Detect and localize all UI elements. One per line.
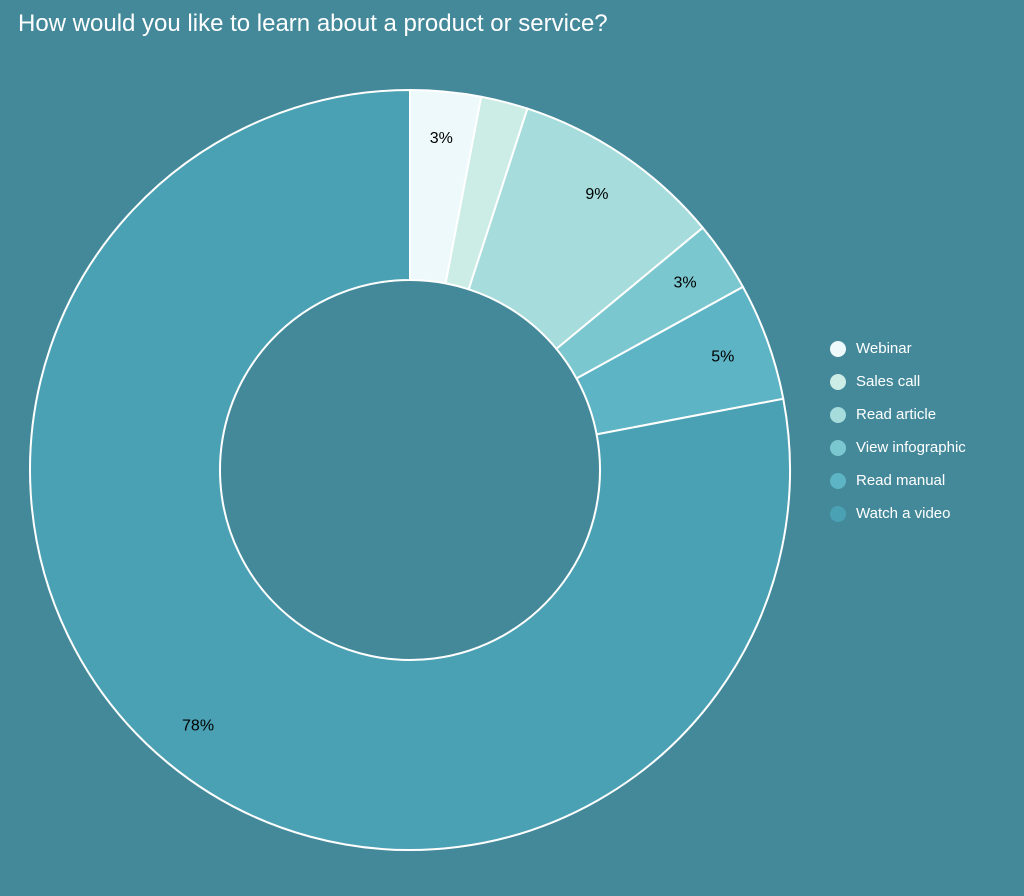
legend-item: Watch a video	[830, 505, 966, 522]
slice-label: 78%	[182, 717, 214, 734]
legend-label: Sales call	[856, 373, 920, 390]
legend-item: View infographic	[830, 439, 966, 456]
legend-item: Read article	[830, 406, 966, 423]
legend-swatch	[830, 506, 846, 522]
chart-title: How would you like to learn about a prod…	[18, 10, 608, 38]
legend-swatch	[830, 374, 846, 390]
slice-label: 9%	[585, 186, 608, 203]
slice-label: 3%	[430, 130, 453, 147]
legend-swatch	[830, 473, 846, 489]
legend-swatch	[830, 407, 846, 423]
legend-swatch	[830, 440, 846, 456]
legend-item: Read manual	[830, 472, 966, 489]
legend: Webinar Sales call Read article View infogr…	[830, 340, 966, 522]
legend-item: Webinar	[830, 340, 966, 357]
legend-label: Watch a video	[856, 505, 951, 522]
chart-stage: 3% 9% 3% 5% 78% How would you like to learn …	[0, 0, 1024, 896]
legend-label: Read manual	[856, 472, 945, 489]
legend-label: Read article	[856, 406, 936, 423]
slice-label: 5%	[711, 349, 734, 366]
legend-item: Sales call	[830, 373, 966, 390]
legend-swatch	[830, 341, 846, 357]
slice-label: 3%	[673, 274, 696, 291]
legend-label: Webinar	[856, 340, 912, 357]
legend-label: View infographic	[856, 439, 966, 456]
